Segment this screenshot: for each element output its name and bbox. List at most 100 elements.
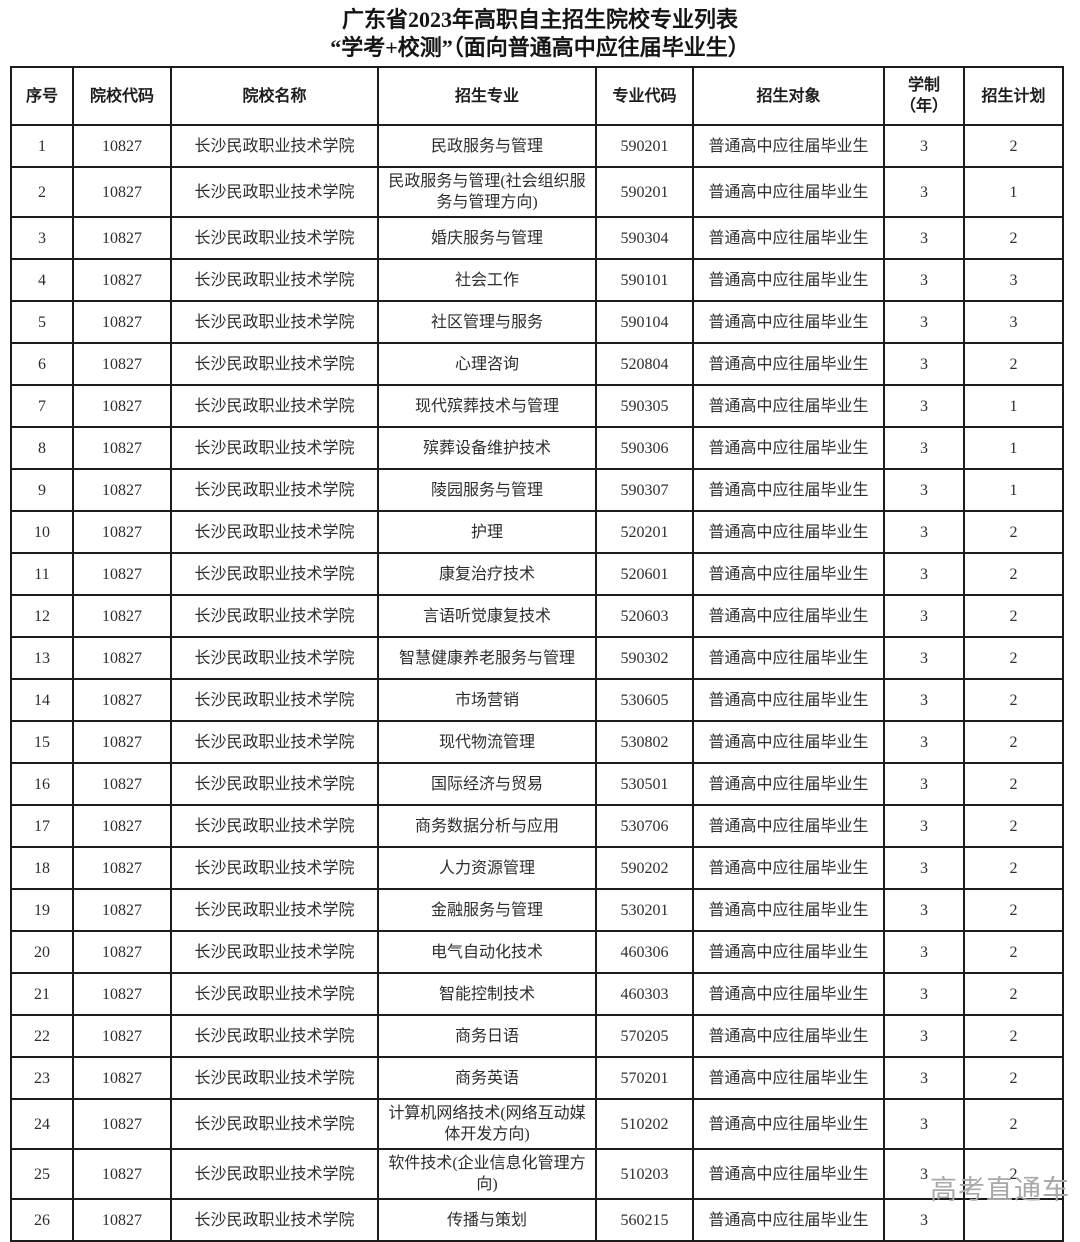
table-row: 4 10827 长沙民政职业技术学院 社会工作 590101 普通高中应往届毕业生 3 3 bbox=[10, 258, 1064, 302]
page-subtitle: “学考+校测”（面向普通高中应往届毕业生） bbox=[330, 35, 750, 60]
cell-plan: 2 bbox=[963, 930, 1064, 974]
cell-major-code: 520804 bbox=[595, 342, 694, 386]
header-major-code: 专业代码 bbox=[595, 66, 694, 126]
cell-duration: 3 bbox=[883, 1148, 965, 1200]
cell-duration: 3 bbox=[883, 594, 965, 638]
cell-major: 商务数据分析与应用 bbox=[377, 804, 597, 848]
header-plan: 招生计划 bbox=[963, 66, 1064, 126]
cell-duration: 3 bbox=[883, 300, 965, 344]
cell-index: 5 bbox=[10, 300, 74, 344]
cell-major: 电气自动化技术 bbox=[377, 930, 597, 974]
cell-major: 智慧健康养老服务与管理 bbox=[377, 636, 597, 680]
table-row: 13 10827 长沙民政职业技术学院 智慧健康养老服务与管理 590302 普通高中应往… bbox=[10, 636, 1064, 680]
table-row: 24 10827 长沙民政职业技术学院 计算机网络技术(网络互动媒体开发方向) 5102… bbox=[10, 1098, 1064, 1150]
cell-major-code: 520603 bbox=[595, 594, 694, 638]
cell-major: 商务日语 bbox=[377, 1014, 597, 1058]
cell-college-name: 长沙民政职业技术学院 bbox=[170, 678, 379, 722]
cell-college-name: 长沙民政职业技术学院 bbox=[170, 166, 379, 218]
cell-plan: 2 bbox=[963, 510, 1064, 554]
cell-plan: 2 bbox=[963, 678, 1064, 722]
cell-index: 3 bbox=[10, 216, 74, 260]
cell-target: 普通高中应往届毕业生 bbox=[692, 510, 885, 554]
enrollment-table: 序号 院校代码 院校名称 招生专业 专业代码 招生对象 学制 （年） 招生计划 … bbox=[10, 66, 1064, 1242]
cell-index: 20 bbox=[10, 930, 74, 974]
cell-duration: 3 bbox=[883, 804, 965, 848]
cell-major-code: 590104 bbox=[595, 300, 694, 344]
cell-duration: 3 bbox=[883, 930, 965, 974]
cell-duration: 3 bbox=[883, 552, 965, 596]
table-row: 23 10827 长沙民政职业技术学院 商务英语 570201 普通高中应往届毕业生 3 2 bbox=[10, 1056, 1064, 1100]
cell-index: 1 bbox=[10, 124, 74, 168]
cell-duration: 3 bbox=[883, 426, 965, 470]
cell-college-name: 长沙民政职业技术学院 bbox=[170, 426, 379, 470]
cell-target: 普通高中应往届毕业生 bbox=[692, 342, 885, 386]
cell-duration: 3 bbox=[883, 124, 965, 168]
cell-index: 18 bbox=[10, 846, 74, 890]
table-row: 18 10827 长沙民政职业技术学院 人力资源管理 590202 普通高中应往届毕业生 3… bbox=[10, 846, 1064, 890]
cell-plan: 3 bbox=[963, 300, 1064, 344]
table-row: 2 10827 长沙民政职业技术学院 民政服务与管理(社会组织服务与管理方向) 5902… bbox=[10, 166, 1064, 218]
cell-duration: 3 bbox=[883, 1198, 965, 1242]
cell-major: 婚庆服务与管理 bbox=[377, 216, 597, 260]
cell-major-code: 570201 bbox=[595, 1056, 694, 1100]
cell-target: 普通高中应往届毕业生 bbox=[692, 124, 885, 168]
cell-college-code: 10827 bbox=[72, 342, 172, 386]
cell-plan: 2 bbox=[963, 762, 1064, 806]
cell-plan: 2 bbox=[963, 1014, 1064, 1058]
cell-duration: 3 bbox=[883, 636, 965, 680]
cell-plan: 1 bbox=[963, 166, 1064, 218]
cell-major-code: 520201 bbox=[595, 510, 694, 554]
table-row: 21 10827 长沙民政职业技术学院 智能控制技术 460303 普通高中应往届毕业生 3… bbox=[10, 972, 1064, 1016]
cell-index: 22 bbox=[10, 1014, 74, 1058]
cell-duration: 3 bbox=[883, 678, 965, 722]
cell-target: 普通高中应往届毕业生 bbox=[692, 594, 885, 638]
cell-major-code: 590304 bbox=[595, 216, 694, 260]
cell-major-code: 530605 bbox=[595, 678, 694, 722]
cell-major-code: 530706 bbox=[595, 804, 694, 848]
cell-index: 17 bbox=[10, 804, 74, 848]
cell-index: 14 bbox=[10, 678, 74, 722]
cell-college-code: 10827 bbox=[72, 762, 172, 806]
cell-index: 10 bbox=[10, 510, 74, 554]
cell-major: 民政服务与管理 bbox=[377, 124, 597, 168]
cell-major-code: 590302 bbox=[595, 636, 694, 680]
header-index: 序号 bbox=[10, 66, 74, 126]
cell-duration: 3 bbox=[883, 1056, 965, 1100]
cell-duration: 3 bbox=[883, 762, 965, 806]
cell-college-code: 10827 bbox=[72, 678, 172, 722]
cell-major-code: 570205 bbox=[595, 1014, 694, 1058]
cell-index: 7 bbox=[10, 384, 74, 428]
cell-college-code: 10827 bbox=[72, 216, 172, 260]
header-college-code: 院校代码 bbox=[72, 66, 172, 126]
cell-college-name: 长沙民政职业技术学院 bbox=[170, 1014, 379, 1058]
cell-index: 23 bbox=[10, 1056, 74, 1100]
cell-college-name: 长沙民政职业技术学院 bbox=[170, 972, 379, 1016]
table-row: 15 10827 长沙民政职业技术学院 现代物流管理 530802 普通高中应往届毕业生 3… bbox=[10, 720, 1064, 764]
cell-major-code: 510202 bbox=[595, 1098, 694, 1150]
cell-college-name: 长沙民政职业技术学院 bbox=[170, 1148, 379, 1200]
cell-plan: 2 bbox=[963, 216, 1064, 260]
cell-college-name: 长沙民政职业技术学院 bbox=[170, 720, 379, 764]
cell-target: 普通高中应往届毕业生 bbox=[692, 384, 885, 428]
cell-major: 言语听觉康复技术 bbox=[377, 594, 597, 638]
table-row: 5 10827 长沙民政职业技术学院 社区管理与服务 590104 普通高中应往届毕业生 3… bbox=[10, 300, 1064, 344]
cell-duration: 3 bbox=[883, 384, 965, 428]
cell-college-code: 10827 bbox=[72, 468, 172, 512]
title-block: 广东省2023年高职自主招生院校专业列表 “学考+校测”（面向普通高中应往届毕业… bbox=[0, 0, 1080, 62]
cell-target: 普通高中应往届毕业生 bbox=[692, 930, 885, 974]
cell-plan: 2 bbox=[963, 1098, 1064, 1150]
cell-target: 普通高中应往届毕业生 bbox=[692, 258, 885, 302]
cell-plan: 2 bbox=[963, 846, 1064, 890]
cell-target: 普通高中应往届毕业生 bbox=[692, 216, 885, 260]
cell-duration: 3 bbox=[883, 846, 965, 890]
cell-plan: 2 bbox=[963, 594, 1064, 638]
cell-college-name: 长沙民政职业技术学院 bbox=[170, 300, 379, 344]
cell-college-code: 10827 bbox=[72, 1014, 172, 1058]
cell-plan: 2 bbox=[963, 342, 1064, 386]
cell-target: 普通高中应往届毕业生 bbox=[692, 166, 885, 218]
cell-plan: 2 bbox=[963, 720, 1064, 764]
cell-college-name: 长沙民政职业技术学院 bbox=[170, 1056, 379, 1100]
cell-college-name: 长沙民政职业技术学院 bbox=[170, 636, 379, 680]
cell-major: 人力资源管理 bbox=[377, 846, 597, 890]
cell-college-name: 长沙民政职业技术学院 bbox=[170, 384, 379, 428]
